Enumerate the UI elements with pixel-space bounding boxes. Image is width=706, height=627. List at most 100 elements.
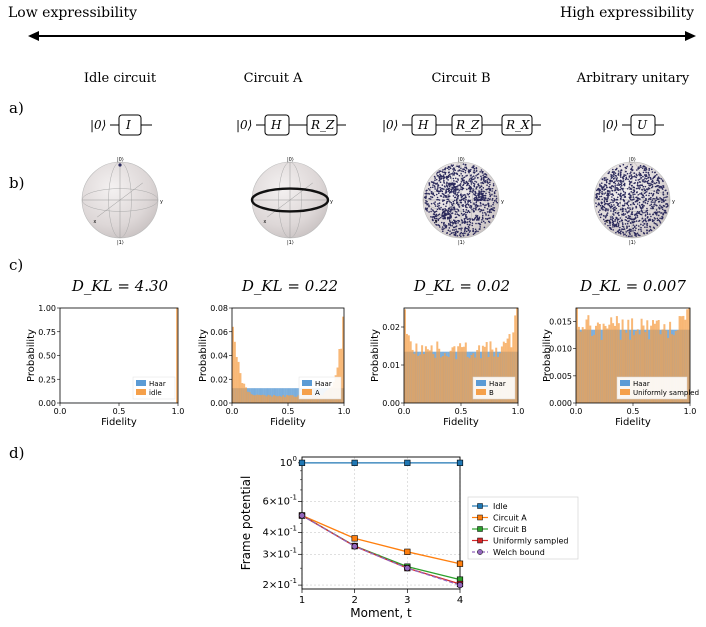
series-point <box>404 459 411 466</box>
state-sample-dot <box>622 210 624 212</box>
state-sample-dot <box>650 229 653 232</box>
state-sample-dot <box>485 176 488 178</box>
state-sample-dot <box>447 165 450 168</box>
x-tick-label: 4 <box>457 595 463 606</box>
state-sample-dot <box>636 214 639 217</box>
state-sample-dot <box>610 216 612 218</box>
state-sample-dot <box>487 199 489 202</box>
state-sample-dot <box>624 195 626 198</box>
state-sample-dot <box>648 219 651 222</box>
x-tick-label: 0.0 <box>226 407 239 416</box>
state-sample-dot <box>458 227 460 230</box>
state-sample-dot <box>624 174 627 176</box>
state-sample-dot <box>658 211 661 213</box>
state-sample-dot <box>493 199 496 202</box>
state-sample-dot <box>428 204 430 207</box>
state-sample-dot <box>609 190 611 193</box>
state-sample-dot <box>606 186 608 189</box>
state-sample-dot <box>599 183 601 186</box>
x-tick-label: 1.0 <box>338 407 351 416</box>
state-sample-dot <box>429 198 432 200</box>
state-sample-dot <box>599 191 601 193</box>
state-sample-dot <box>660 185 662 188</box>
circuit-arbitrary: |0⟩ U <box>602 114 664 136</box>
y-tick-label: 0.01 <box>382 361 400 370</box>
state-sample-dot <box>644 219 647 222</box>
state-sample-dot <box>652 197 655 200</box>
state-sample-dot <box>622 234 625 236</box>
state-sample-dot <box>649 184 652 186</box>
state-sample-dot <box>486 211 489 213</box>
state-sample-dot <box>658 200 660 203</box>
sample-bar <box>415 343 418 403</box>
state-sample-point <box>118 163 122 167</box>
sample-bar <box>434 357 437 403</box>
state-sample-dot <box>624 233 626 235</box>
state-sample-dot <box>435 178 438 181</box>
y-tick-label: 0.50 <box>38 352 56 361</box>
state-sample-dot <box>615 199 617 201</box>
state-sample-dot <box>472 188 474 190</box>
state-sample-dot <box>636 183 639 185</box>
state-sample-dot <box>647 200 649 203</box>
state-sample-dot <box>604 198 606 200</box>
state-sample-dot <box>464 171 467 174</box>
state-sample-dot <box>470 183 473 185</box>
state-sample-dot <box>448 207 451 209</box>
state-sample-dot <box>656 214 658 216</box>
state-sample-dot <box>642 175 644 178</box>
sample-bar <box>629 339 632 403</box>
state-sample-dot <box>651 207 654 210</box>
state-sample-dot <box>639 174 641 177</box>
legend-entry: Circuit A <box>493 514 527 523</box>
sample-bar <box>274 395 277 403</box>
y-tick-label: 0.06 <box>210 328 228 337</box>
state-sample-dot <box>628 176 631 178</box>
state-sample-dot <box>434 217 436 220</box>
state-sample-dot <box>472 175 475 178</box>
sample-bar <box>286 395 289 403</box>
y-tick-label: 0.005 <box>549 372 572 381</box>
sample-bar <box>293 396 296 403</box>
state-sample-dot <box>467 193 470 196</box>
state-sample-dot <box>491 187 494 190</box>
state-sample-dot <box>663 196 665 199</box>
state-sample-dot <box>439 186 441 189</box>
state-sample-dot <box>449 233 451 236</box>
state-sample-dot <box>475 170 478 172</box>
state-sample-dot <box>649 213 651 216</box>
state-sample-dot <box>432 213 435 215</box>
state-sample-dot <box>625 219 628 222</box>
sample-bar <box>176 308 179 403</box>
x-tick-label: 0.5 <box>455 407 468 416</box>
state-sample-dot <box>651 185 654 188</box>
state-sample-dot <box>626 211 629 214</box>
state-sample-dot <box>464 200 467 203</box>
axis-x-label: x <box>605 219 608 225</box>
state-sample-dot <box>487 203 489 206</box>
state-sample-dot <box>443 171 446 174</box>
state-sample-dot <box>441 226 444 228</box>
state-sample-dot <box>611 193 614 195</box>
state-sample-dot <box>471 208 473 211</box>
state-sample-dot <box>460 212 463 215</box>
state-sample-dot <box>491 199 494 201</box>
state-sample-dot <box>480 175 482 178</box>
state-sample-dot <box>468 178 471 180</box>
state-sample-dot <box>636 232 639 235</box>
legend-swatch <box>620 380 630 386</box>
state-sample-dot <box>620 180 623 182</box>
state-sample-dot <box>474 228 477 231</box>
sample-bar <box>252 395 255 403</box>
state-sample-dot <box>465 198 467 201</box>
state-sample-dot <box>492 216 494 218</box>
state-sample-dot <box>655 196 658 199</box>
state-sample-dot <box>645 177 648 180</box>
state-sample-dot <box>446 217 449 219</box>
state-sample-dot <box>442 200 444 202</box>
state-sample-dot <box>604 220 606 223</box>
legend-swatch <box>136 389 146 395</box>
state-sample-dot <box>444 224 447 226</box>
state-sample-dot <box>660 212 662 214</box>
state-sample-dot <box>617 172 620 175</box>
